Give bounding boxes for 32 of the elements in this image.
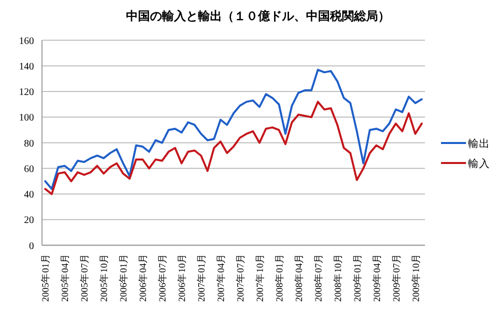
y-tick-label: 0 [29,240,34,252]
y-tick-label: 140 [19,61,34,72]
y-tick-label: 20 [24,215,34,226]
x-tick-label: 2008年04月 [292,253,305,302]
x-tick-label: 2006年10月 [176,253,188,302]
x-tick-label: 2006年07月 [156,253,169,302]
x-tick-label: 2005年01月 [40,253,52,302]
x-tick-label: 2005年07月 [78,253,91,302]
x-tick-label: 2006年01月 [118,253,130,302]
x-tick-label: 2007年07月 [234,253,246,302]
x-tick-label: 2008年10月 [332,253,344,302]
x-tick-label: 2008年07月 [312,253,324,302]
legend-label: 輸入 [468,157,490,170]
y-tick-label: 160 [19,36,34,47]
x-tick-label: 2007年04月 [215,253,228,302]
y-tick-label: 60 [24,164,34,175]
x-tick-label: 2008年01月 [273,253,286,302]
y-tick-label: 40 [24,190,34,201]
x-tick-label: 2006年04月 [137,253,150,302]
title: 中国の輸入と輸出（１０億ドル、中国税関総局） [126,9,390,23]
x-tick-label: 2005年04月 [59,253,72,302]
y-tick-label: 80 [24,138,34,150]
x-tick-label: 2009年01月 [351,253,364,302]
x-tick-label: 2009年04月 [370,253,383,302]
x-tick-label: 2009年07月 [390,253,402,302]
y-tick-label: 120 [19,87,34,98]
x-tick-label: 2007年10月 [254,253,266,302]
x-tick-label: 2005年10月 [98,253,110,302]
x-tick-label: 2009年10月 [410,253,422,302]
y-tick-label: 100 [19,112,34,124]
x-tick-label: 2007年01月 [196,253,208,302]
legend-label: 輸出 [468,137,490,150]
